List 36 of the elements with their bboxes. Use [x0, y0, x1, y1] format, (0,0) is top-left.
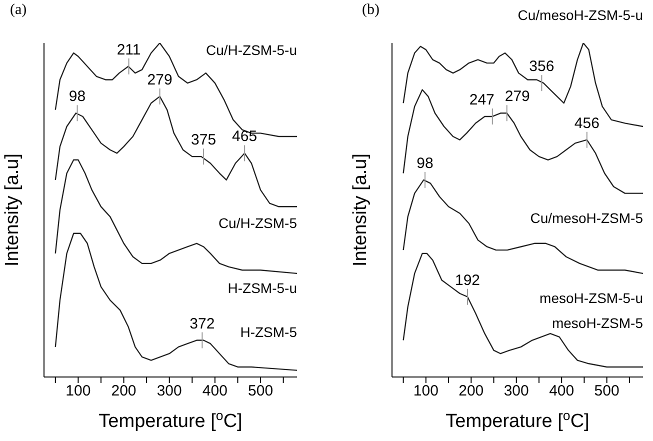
x-tick-label: 500 — [248, 382, 274, 400]
annotation: 211 — [116, 41, 141, 58]
chart-title: (a) — [10, 2, 27, 19]
x-tick-label: 400 — [202, 382, 228, 400]
annotation: 356 — [529, 58, 554, 76]
annotation: 98 — [68, 88, 86, 106]
series-label: Cu/mesoH-ZSM-5 — [530, 209, 643, 227]
x-tick-label: 100 — [413, 382, 438, 400]
annotation: 192 — [455, 272, 480, 289]
x-tick-label: 200 — [458, 382, 484, 400]
series-label: Cu/H-ZSM-5 — [218, 214, 297, 232]
x-axis-title: Temperature [$^{o}$C] — [98, 408, 242, 432]
annotation: 98 — [416, 154, 434, 172]
annotation: 372 — [190, 315, 215, 332]
series-label: H-ZSM-5 — [240, 323, 297, 341]
x-tick-label: 300 — [504, 382, 529, 400]
series-label: Cu/H-ZSM-5-u — [206, 41, 297, 59]
y-axis-title: Intensity [a.u] — [2, 153, 23, 267]
annotation: 375 — [191, 132, 216, 149]
x-tick-label: 400 — [549, 382, 574, 400]
series-label: mesoH-ZSM-5-u — [540, 289, 643, 307]
annotation: 465 — [232, 128, 258, 146]
x-tick-label: 300 — [156, 382, 182, 400]
chart-title: (b) — [362, 2, 380, 19]
x-tick-label: 200 — [111, 382, 136, 400]
annotation: 247 — [469, 91, 494, 108]
series-label: H-ZSM-5-u — [228, 279, 297, 297]
x-axis-title: Temperature [$^{o}$C] — [446, 408, 590, 432]
series-label: mesoH-ZSM-5 — [552, 314, 643, 332]
annotation: 456 — [574, 114, 600, 132]
annotation: 279 — [147, 71, 172, 88]
x-tick-label: 500 — [594, 382, 620, 400]
x-tick-label: 100 — [66, 382, 91, 400]
annotation: 279 — [504, 88, 530, 106]
text: Cu/mesoH-ZSM-5-u — [518, 6, 643, 24]
y-axis-title: Intensity [a.u] — [350, 153, 371, 267]
